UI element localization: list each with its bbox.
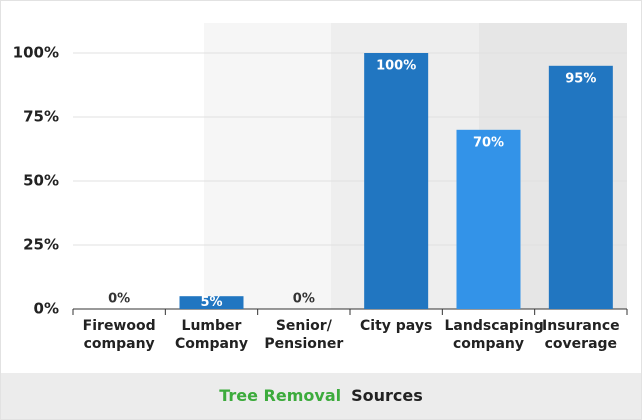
- x-tick-label: Senior/ Pensioner: [264, 318, 344, 352]
- caption: Tree Removal Sources: [1, 373, 641, 419]
- y-tick-label: 25%: [23, 236, 59, 254]
- bar: [179, 296, 244, 309]
- value-label: 5%: [200, 295, 222, 310]
- y-tick-label: 100%: [13, 44, 59, 62]
- band: [204, 23, 331, 309]
- bar: [456, 129, 521, 309]
- value-label: 100%: [376, 59, 416, 74]
- y-tick-label: 0%: [34, 300, 59, 318]
- x-tick-label: Firewood company: [82, 318, 156, 352]
- y-tick-label: 75%: [23, 108, 59, 126]
- value-label: 70%: [473, 135, 504, 150]
- caption-subtitle: Sources: [351, 386, 423, 405]
- y-tick-label: 50%: [23, 172, 59, 190]
- bar: [364, 53, 429, 309]
- x-tick-label: Landscaping company: [444, 318, 544, 352]
- value-label: 0%: [108, 292, 130, 307]
- x-tick-label: Insurance coverage: [542, 318, 620, 352]
- caption-title: Tree Removal: [219, 386, 342, 405]
- band: [73, 23, 204, 309]
- value-label: 0%: [293, 292, 315, 307]
- value-label: 95%: [565, 71, 596, 86]
- bar: [548, 65, 613, 309]
- x-tick-label: Lumber Company: [174, 318, 249, 352]
- chart: 0% 25% 50% 75% 100% 0% 5% 0% 100% 70% 95%: [13, 23, 628, 318]
- x-tick-label: City pays: [360, 318, 433, 334]
